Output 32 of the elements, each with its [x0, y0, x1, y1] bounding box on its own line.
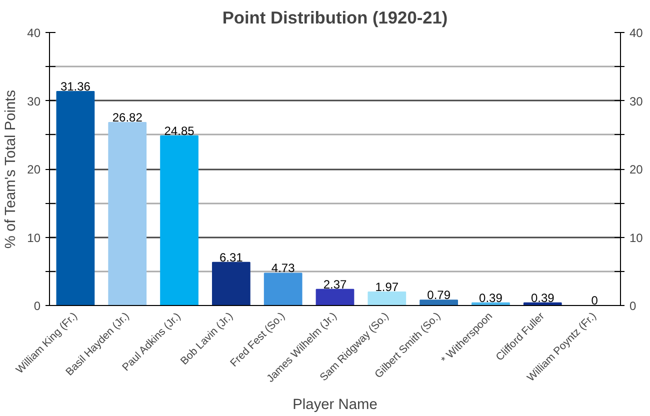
data-label: 0.79 — [427, 288, 451, 302]
data-label: 2.37 — [323, 277, 348, 292]
y2-tick-label: 0 — [630, 299, 636, 313]
bar — [368, 292, 406, 306]
bar — [56, 90, 95, 306]
y2-tick-label: 40 — [630, 26, 644, 40]
y-tick-label: 10 — [27, 230, 41, 245]
y-tick-label: 0 — [34, 299, 41, 313]
data-label: 0.39 — [479, 290, 503, 305]
data-label: 4.73 — [271, 261, 296, 276]
bar — [212, 262, 250, 306]
bar — [264, 272, 302, 306]
data-label: 26.82 — [112, 110, 143, 124]
bar — [160, 135, 198, 306]
data-label: 0.39 — [530, 290, 555, 305]
y-axis-title: % of Team's Total Points — [3, 90, 20, 249]
y2-tick-label: 30 — [630, 94, 644, 108]
chart-title: Point Distribution (1920-21) — [222, 8, 448, 28]
bar — [420, 300, 458, 306]
data-label: 1.97 — [375, 280, 399, 294]
y2-tick-label: 10 — [630, 230, 644, 245]
data-label: 0 — [591, 294, 598, 308]
y-tick-label: 30 — [27, 94, 41, 108]
y-tick-label: 40 — [27, 26, 41, 40]
y-tick-label: 20 — [27, 162, 41, 176]
bar — [316, 288, 354, 306]
data-label: 24.85 — [164, 124, 195, 138]
data-label: 6.31 — [220, 250, 244, 264]
data-label: 31.36 — [60, 79, 91, 94]
bar — [108, 122, 147, 306]
x-axis-title: Player Name — [292, 397, 378, 414]
y2-tick-label: 20 — [630, 162, 644, 176]
